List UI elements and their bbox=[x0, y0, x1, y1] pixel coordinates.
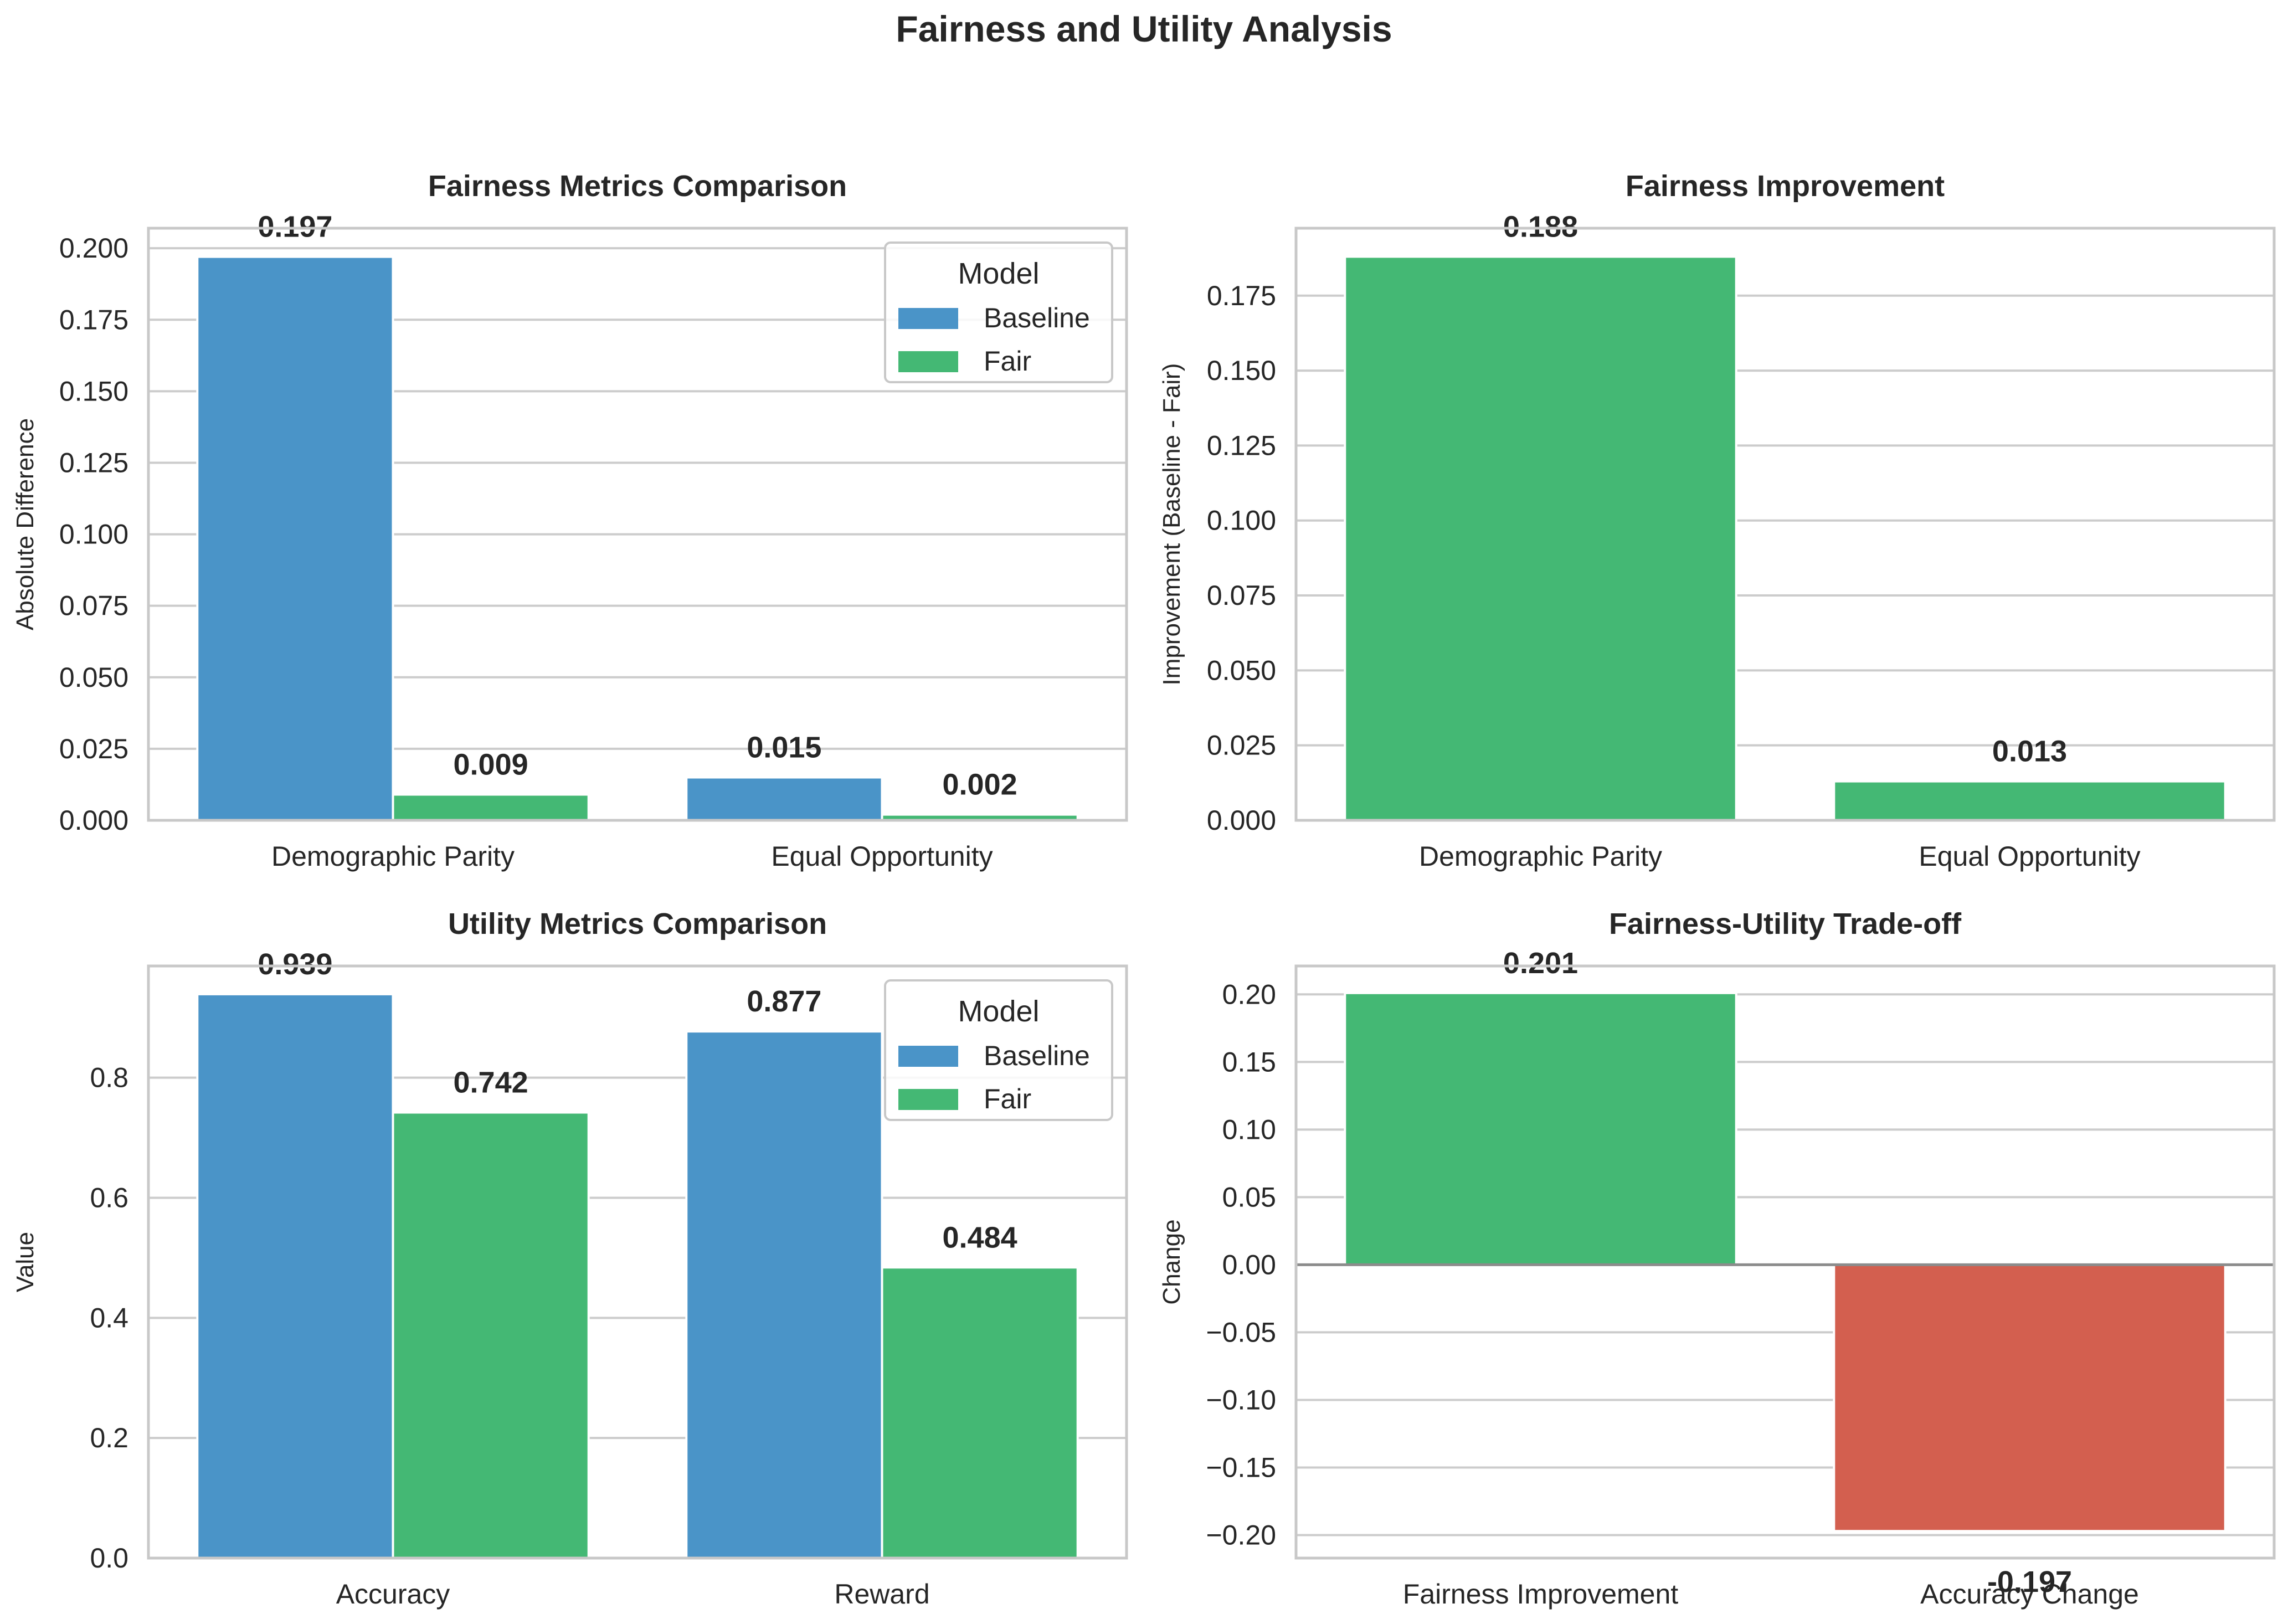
chart-title: Fairness Metrics Comparison bbox=[428, 169, 847, 203]
legend-entry: Baseline bbox=[984, 1040, 1090, 1071]
y-tick-label: 0.20 bbox=[1222, 979, 1276, 1010]
legend-box bbox=[884, 979, 1113, 1121]
legend-entry: Fair bbox=[984, 1083, 1031, 1114]
data-label: 0.877 bbox=[747, 985, 821, 1018]
data-label: 0.015 bbox=[747, 731, 821, 764]
plot-frame bbox=[147, 964, 1128, 1560]
y-tick-label: −0.15 bbox=[1206, 1452, 1276, 1483]
y-axis-label: Improvement (Baseline - Fair) bbox=[1158, 363, 1185, 686]
y-tick-label: 0.200 bbox=[59, 233, 128, 264]
x-tick-label: Equal Opportunity bbox=[771, 841, 993, 872]
bar-fair-0 bbox=[392, 1111, 590, 1559]
y-tick-label: 0.175 bbox=[59, 304, 128, 335]
y-axis-label: Value bbox=[12, 1232, 39, 1292]
legend-box bbox=[884, 241, 1113, 383]
chart-panel-4: 0.201 -0.197 −0.20 −0.15 −0.10 −0.05 0.00 0.05 0… bbox=[1158, 907, 2276, 1610]
y-tick-label: 0.10 bbox=[1222, 1114, 1276, 1145]
y-tick-label: 0.000 bbox=[1207, 805, 1276, 836]
y-tick-label: 0.100 bbox=[1207, 505, 1276, 536]
y-tick-label: −0.05 bbox=[1206, 1317, 1276, 1348]
bar-baseline-1 bbox=[685, 776, 883, 822]
chart-title: Fairness Improvement bbox=[1626, 169, 1945, 203]
bar-value-0 bbox=[1344, 255, 1737, 822]
y-tick-label: 0.050 bbox=[59, 662, 128, 693]
legend-title: Model bbox=[958, 257, 1039, 290]
data-label: 0.188 bbox=[1503, 210, 1578, 243]
bar-baseline-1 bbox=[685, 1030, 883, 1559]
x-tick-label: Accuracy Change bbox=[1920, 1579, 2139, 1610]
bar-baseline-0 bbox=[196, 255, 394, 821]
legend-swatch bbox=[898, 308, 958, 329]
y-tick-label: 0.100 bbox=[59, 519, 128, 550]
y-tick-label: 0.2 bbox=[90, 1422, 128, 1453]
bar-fair-0 bbox=[392, 793, 590, 821]
y-tick-label: 0.125 bbox=[59, 447, 128, 478]
y-tick-label: 0.025 bbox=[1207, 730, 1276, 761]
y-tick-label: 0.150 bbox=[1207, 355, 1276, 386]
chart-title: Utility Metrics Comparison bbox=[448, 907, 827, 941]
legend-swatch bbox=[898, 351, 958, 372]
x-tick-label: Demographic Parity bbox=[1419, 841, 1662, 872]
data-label: -0.197 bbox=[1987, 1565, 2072, 1599]
y-axis-label: Change bbox=[1158, 1219, 1185, 1304]
y-tick-label: 0.000 bbox=[59, 805, 128, 836]
figure-title: Fairness and Utility Analysis bbox=[896, 8, 1392, 49]
y-tick-label: 0.4 bbox=[90, 1302, 128, 1333]
y-tick-label: −0.10 bbox=[1206, 1384, 1276, 1415]
bar-value-0 bbox=[1344, 991, 1737, 1266]
y-tick-label: 0.075 bbox=[59, 590, 128, 621]
legend-swatch bbox=[898, 1046, 958, 1067]
y-axis-label: Absolute Difference bbox=[12, 418, 39, 630]
legend-entry: Fair bbox=[984, 346, 1031, 377]
x-tick-label: Reward bbox=[834, 1579, 929, 1610]
data-label: 0.484 bbox=[943, 1221, 1017, 1254]
bar-baseline-0 bbox=[196, 993, 394, 1560]
bar-value-1 bbox=[1833, 780, 2227, 822]
chart-panel-2: 0.188 0.013 0.000 0.025 0.050 0.075 0.100 0.125… bbox=[1158, 169, 2276, 872]
y-tick-label: 0.175 bbox=[1207, 280, 1276, 311]
x-tick-label: Demographic Parity bbox=[271, 841, 515, 872]
plot-frame bbox=[1294, 964, 2276, 1560]
data-label: 0.742 bbox=[454, 1066, 528, 1099]
data-label: 0.009 bbox=[454, 748, 528, 782]
chart-panel-3: 0.939 0.877 0.742 0.484 0.0 0.2 0.4 0.6 0.8 Accur… bbox=[12, 907, 1128, 1610]
y-tick-label: 0.125 bbox=[1207, 430, 1276, 461]
data-label: 0.201 bbox=[1503, 947, 1578, 980]
data-label: 0.939 bbox=[258, 948, 332, 981]
legend: Model Baseline Fair bbox=[884, 241, 1113, 383]
plot-frame bbox=[147, 227, 1128, 822]
data-label: 0.013 bbox=[1992, 735, 2067, 768]
chart-title: Fairness-Utility Trade-off bbox=[1609, 907, 1962, 941]
y-tick-label: 0.075 bbox=[1207, 580, 1276, 611]
legend-title: Model bbox=[958, 995, 1039, 1028]
x-tick-label: Fairness Improvement bbox=[1403, 1579, 1678, 1610]
y-tick-label: 0.0 bbox=[90, 1543, 128, 1574]
y-tick-label: −0.20 bbox=[1206, 1520, 1276, 1551]
y-tick-label: 0.6 bbox=[90, 1182, 128, 1213]
plot-frame bbox=[1294, 227, 2276, 822]
legend-swatch bbox=[898, 1089, 958, 1110]
legend-entry: Baseline bbox=[984, 302, 1090, 333]
y-tick-label: 0.050 bbox=[1207, 655, 1276, 686]
legend: Model Baseline Fair bbox=[884, 979, 1113, 1121]
x-tick-label: Accuracy bbox=[336, 1579, 450, 1610]
bar-value-1 bbox=[1833, 1263, 2227, 1533]
y-tick-label: 0.025 bbox=[59, 733, 128, 764]
bar-fair-1 bbox=[881, 1266, 1079, 1559]
y-tick-label: 0.8 bbox=[90, 1062, 128, 1093]
y-tick-label: 0.15 bbox=[1222, 1046, 1276, 1077]
x-tick-label: Equal Opportunity bbox=[1919, 841, 2140, 872]
y-tick-label: 0.150 bbox=[59, 376, 128, 407]
y-tick-label: 0.00 bbox=[1222, 1249, 1276, 1280]
y-tick-label: 0.05 bbox=[1222, 1181, 1276, 1212]
data-label: 0.002 bbox=[943, 768, 1017, 801]
chart-panel-1: 0.1970.0150.0090.0020.0000.0250.0500.075… bbox=[12, 169, 1128, 872]
